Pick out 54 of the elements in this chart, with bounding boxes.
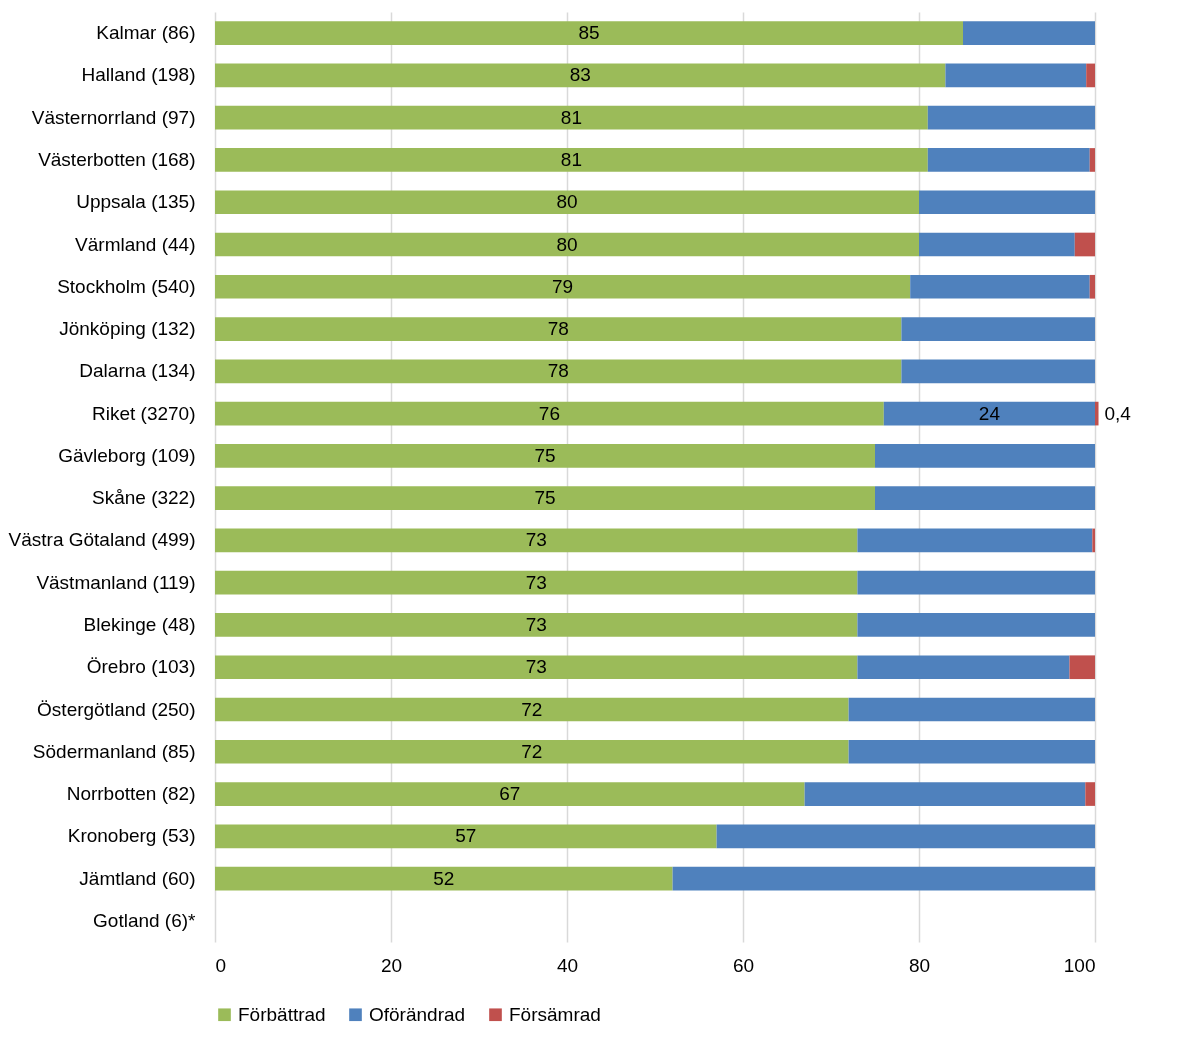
data-label: 72 bbox=[521, 740, 543, 762]
data-label: 52 bbox=[433, 867, 455, 889]
y-tick-label: Uppsala (135) bbox=[76, 191, 196, 213]
y-tick-label: Norrbotten (82) bbox=[66, 783, 196, 805]
data-label: 79 bbox=[552, 275, 574, 297]
data-label: 72 bbox=[521, 698, 543, 720]
y-tick-label: Kalmar (86) bbox=[96, 22, 196, 44]
y-tick-label: Stockholm (540) bbox=[57, 275, 196, 297]
data-label: 80 bbox=[556, 191, 578, 213]
y-tick-label: Kronoberg (53) bbox=[67, 825, 196, 847]
legend-label: Förbättrad bbox=[238, 1003, 326, 1025]
x-tick-label: 0 bbox=[215, 954, 227, 976]
data-label: 0,4 bbox=[1104, 402, 1132, 424]
data-label: 75 bbox=[534, 444, 556, 466]
data-label: 81 bbox=[560, 148, 582, 170]
data-label: 73 bbox=[525, 571, 547, 593]
y-tick-label: Västerbotten (168) bbox=[38, 148, 196, 170]
data-label: 57 bbox=[455, 825, 477, 847]
y-tick-label: Södermanland (85) bbox=[32, 740, 196, 762]
data-label: 78 bbox=[547, 318, 569, 340]
data-label: 73 bbox=[525, 656, 547, 678]
data-label: 76 bbox=[538, 402, 560, 424]
y-tick-label: Skåne (322) bbox=[91, 487, 196, 509]
y-tick-label: Blekinge (48) bbox=[83, 613, 196, 635]
y-tick-label: Västmanland (119) bbox=[36, 571, 196, 593]
y-tick-label: Dalarna (134) bbox=[79, 360, 196, 382]
data-label: 67 bbox=[499, 783, 521, 805]
data-label: 85 bbox=[578, 22, 600, 44]
y-tick-label: Västernorrland (97) bbox=[31, 106, 196, 128]
data-label: 83 bbox=[569, 64, 591, 86]
y-tick-label: Jämtland (60) bbox=[79, 867, 196, 889]
y-tick-label: Riket (3270) bbox=[92, 402, 196, 424]
y-tick-label: Gävleborg (109) bbox=[58, 444, 196, 466]
y-tick-label: Halland (198) bbox=[81, 64, 196, 86]
data-label: 80 bbox=[556, 233, 578, 255]
y-tick-label: Gotland (6)* bbox=[93, 909, 197, 931]
legend-label: Försämrad bbox=[509, 1003, 601, 1025]
data-label: 75 bbox=[534, 487, 556, 509]
x-tick-label: 60 bbox=[732, 954, 755, 976]
y-tick-label: Västra Götaland (499) bbox=[8, 529, 196, 551]
x-tick-label: 100 bbox=[1063, 954, 1096, 976]
x-tick-label: 20 bbox=[380, 954, 403, 976]
data-label: 78 bbox=[547, 360, 569, 382]
y-tick-label: Jönköping (132) bbox=[59, 318, 196, 340]
data-label: 81 bbox=[560, 106, 582, 128]
data-label: 24 bbox=[978, 402, 1001, 424]
y-tick-label: Värmland (44) bbox=[75, 233, 196, 255]
y-tick-label: Östergötland (250) bbox=[37, 698, 196, 720]
legend-label: Oförändrad bbox=[369, 1003, 466, 1025]
x-tick-label: 80 bbox=[908, 954, 931, 976]
x-tick-label: 40 bbox=[556, 954, 579, 976]
data-label: 73 bbox=[525, 613, 547, 635]
data-label: 73 bbox=[525, 529, 547, 551]
y-tick-label: Örebro (103) bbox=[86, 656, 196, 678]
